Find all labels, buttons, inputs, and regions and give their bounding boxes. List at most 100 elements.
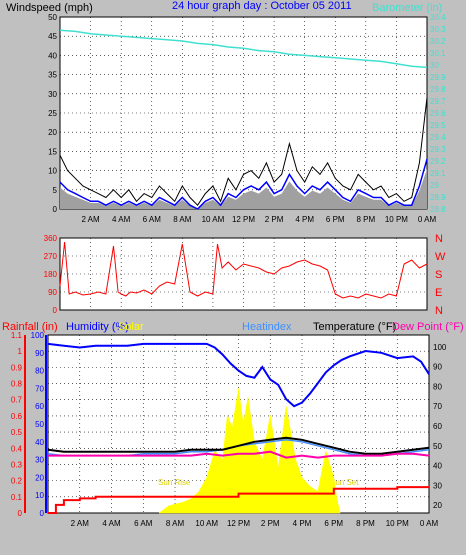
humidity-y-tick: 0 bbox=[40, 509, 45, 518]
wind-y-tick: 35 bbox=[48, 71, 57, 80]
humidity-y-tick: 60 bbox=[35, 402, 44, 411]
barometer-y-tick: 28.9 bbox=[430, 193, 446, 202]
humidity-y-tick: 20 bbox=[35, 473, 44, 482]
rain-y-tick: 0.4 bbox=[11, 444, 23, 453]
barometer-y-tick: 29.9 bbox=[430, 73, 446, 82]
temp-y-tick: 80 bbox=[433, 382, 442, 391]
humidity-y-tick: 90 bbox=[35, 349, 44, 358]
x-tick-label: 4 PM bbox=[295, 215, 314, 224]
rain-y-tick: 0.3 bbox=[11, 460, 23, 469]
x-tick-label-bottom: 2 AM bbox=[71, 519, 90, 528]
barometer-y-tick: 29.2 bbox=[430, 157, 446, 166]
x-tick-label: 2 AM bbox=[81, 215, 100, 224]
barometer-y-tick: 29.5 bbox=[430, 121, 446, 130]
compass-tick: W bbox=[435, 251, 446, 263]
rain-y-tick: 0 bbox=[18, 509, 23, 518]
compass-tick: N bbox=[435, 233, 443, 245]
temp-y-tick: 30 bbox=[433, 481, 442, 490]
x-tick-label: 0 AM bbox=[418, 215, 437, 224]
x-tick-label-bottom: 12 PM bbox=[227, 519, 250, 528]
direction-y-tick: 0 bbox=[53, 306, 58, 315]
temp-y-tick: 90 bbox=[433, 363, 442, 372]
humidity-y-tick: 40 bbox=[35, 438, 44, 447]
x-tick-label: 2 PM bbox=[265, 215, 284, 224]
rainfall-axis-title: Rainfall (in) bbox=[2, 321, 58, 333]
wind-y-tick: 25 bbox=[48, 109, 57, 118]
sunset-annotation: Sun Set bbox=[330, 478, 359, 487]
barometer-y-tick: 29.8 bbox=[430, 85, 446, 94]
barometer-y-tick: 29.6 bbox=[430, 109, 446, 118]
direction-y-tick: 270 bbox=[44, 252, 58, 261]
x-tick-label-bottom: 8 AM bbox=[166, 519, 185, 528]
barometer-y-tick: 30.4 bbox=[430, 13, 446, 22]
x-tick-label: 4 AM bbox=[112, 215, 131, 224]
heatindex-axis-title: Heatindex bbox=[242, 321, 292, 333]
barometer-line bbox=[59, 29, 428, 69]
temp-y-tick: 60 bbox=[433, 422, 442, 431]
wind-y-tick: 40 bbox=[48, 51, 57, 60]
compass-tick: E bbox=[435, 287, 442, 299]
wind-y-tick: 20 bbox=[48, 128, 57, 137]
wind-y-tick: 15 bbox=[48, 147, 57, 156]
temp-y-tick: 20 bbox=[433, 501, 442, 510]
chart-title: 24 hour graph day : October 05 2011 bbox=[172, 0, 352, 12]
x-tick-label-bottom: 10 AM bbox=[195, 519, 218, 528]
x-tick-label-bottom: 2 PM bbox=[261, 519, 280, 528]
barometer-axis-title: Barometer (in) bbox=[372, 2, 442, 14]
compass-tick: S bbox=[435, 269, 442, 281]
rain-y-tick: 0.6 bbox=[11, 412, 23, 421]
temp-y-tick: 40 bbox=[433, 462, 442, 471]
humidity-y-tick: 10 bbox=[35, 491, 44, 500]
wind-y-tick: 50 bbox=[48, 13, 57, 22]
wind-fill-area bbox=[60, 169, 427, 209]
temp-y-tick: 50 bbox=[433, 442, 442, 451]
wind-gust-line bbox=[59, 97, 428, 206]
x-tick-label-bottom: 6 AM bbox=[134, 519, 153, 528]
direction-line bbox=[59, 241, 428, 299]
chart-marks: 0510152025303540455028.828.92929.129.229… bbox=[11, 13, 447, 528]
barometer-y-tick: 30 bbox=[430, 61, 439, 70]
rain-y-tick: 0.7 bbox=[11, 396, 23, 405]
barometer-y-tick: 28.8 bbox=[430, 205, 446, 214]
direction-y-tick: 90 bbox=[48, 288, 57, 297]
barometer-y-tick: 30.1 bbox=[430, 49, 446, 58]
humidity-y-tick: 80 bbox=[35, 367, 44, 376]
humidity-y-tick: 100 bbox=[31, 331, 45, 340]
humidity-y-tick: 70 bbox=[35, 384, 44, 393]
temp-y-tick: 70 bbox=[433, 402, 442, 411]
wind-y-tick: 45 bbox=[48, 32, 57, 41]
barometer-y-tick: 30.3 bbox=[430, 25, 446, 34]
humidity-y-tick: 30 bbox=[35, 456, 44, 465]
humidity-axis-title: Humidity (%) bbox=[66, 321, 129, 333]
x-tick-label: 6 AM bbox=[143, 215, 162, 224]
windspeed-axis-title: Windspeed (mph) bbox=[6, 2, 93, 14]
x-tick-label-bottom: 10 PM bbox=[386, 519, 409, 528]
barometer-y-tick: 29 bbox=[430, 181, 439, 190]
x-tick-label: 6 PM bbox=[326, 215, 345, 224]
sunrise-annotation: Sun Rise bbox=[158, 478, 191, 487]
x-tick-label-bottom: 8 PM bbox=[356, 519, 375, 528]
temperature-axis-title: Temperature (°F) bbox=[313, 321, 396, 333]
compass-tick: N bbox=[435, 305, 443, 317]
wind-y-tick: 5 bbox=[53, 186, 58, 195]
x-tick-label-bottom: 4 AM bbox=[102, 519, 121, 528]
direction-y-tick: 360 bbox=[44, 234, 58, 243]
rain-y-tick: 0.9 bbox=[11, 363, 23, 372]
humidity-y-tick: 50 bbox=[35, 420, 44, 429]
barometer-y-tick: 29.7 bbox=[430, 97, 446, 106]
solar-area bbox=[158, 388, 341, 514]
dewpoint-axis-title: Dew Point (°F) bbox=[392, 321, 464, 333]
x-tick-label: 8 PM bbox=[356, 215, 375, 224]
rain-y-tick: 0.5 bbox=[11, 428, 23, 437]
direction-y-tick: 180 bbox=[44, 270, 58, 279]
temperature-line bbox=[47, 436, 430, 455]
x-tick-label: 12 PM bbox=[232, 215, 255, 224]
humidity-line bbox=[47, 342, 430, 408]
barometer-y-tick: 30.2 bbox=[430, 37, 446, 46]
solar-axis-title: Solar bbox=[118, 321, 144, 333]
x-tick-label: 10 PM bbox=[385, 215, 408, 224]
wind-y-tick: 30 bbox=[48, 90, 57, 99]
barometer-y-tick: 29.4 bbox=[430, 133, 446, 142]
rain-y-tick: 0.1 bbox=[11, 493, 23, 502]
